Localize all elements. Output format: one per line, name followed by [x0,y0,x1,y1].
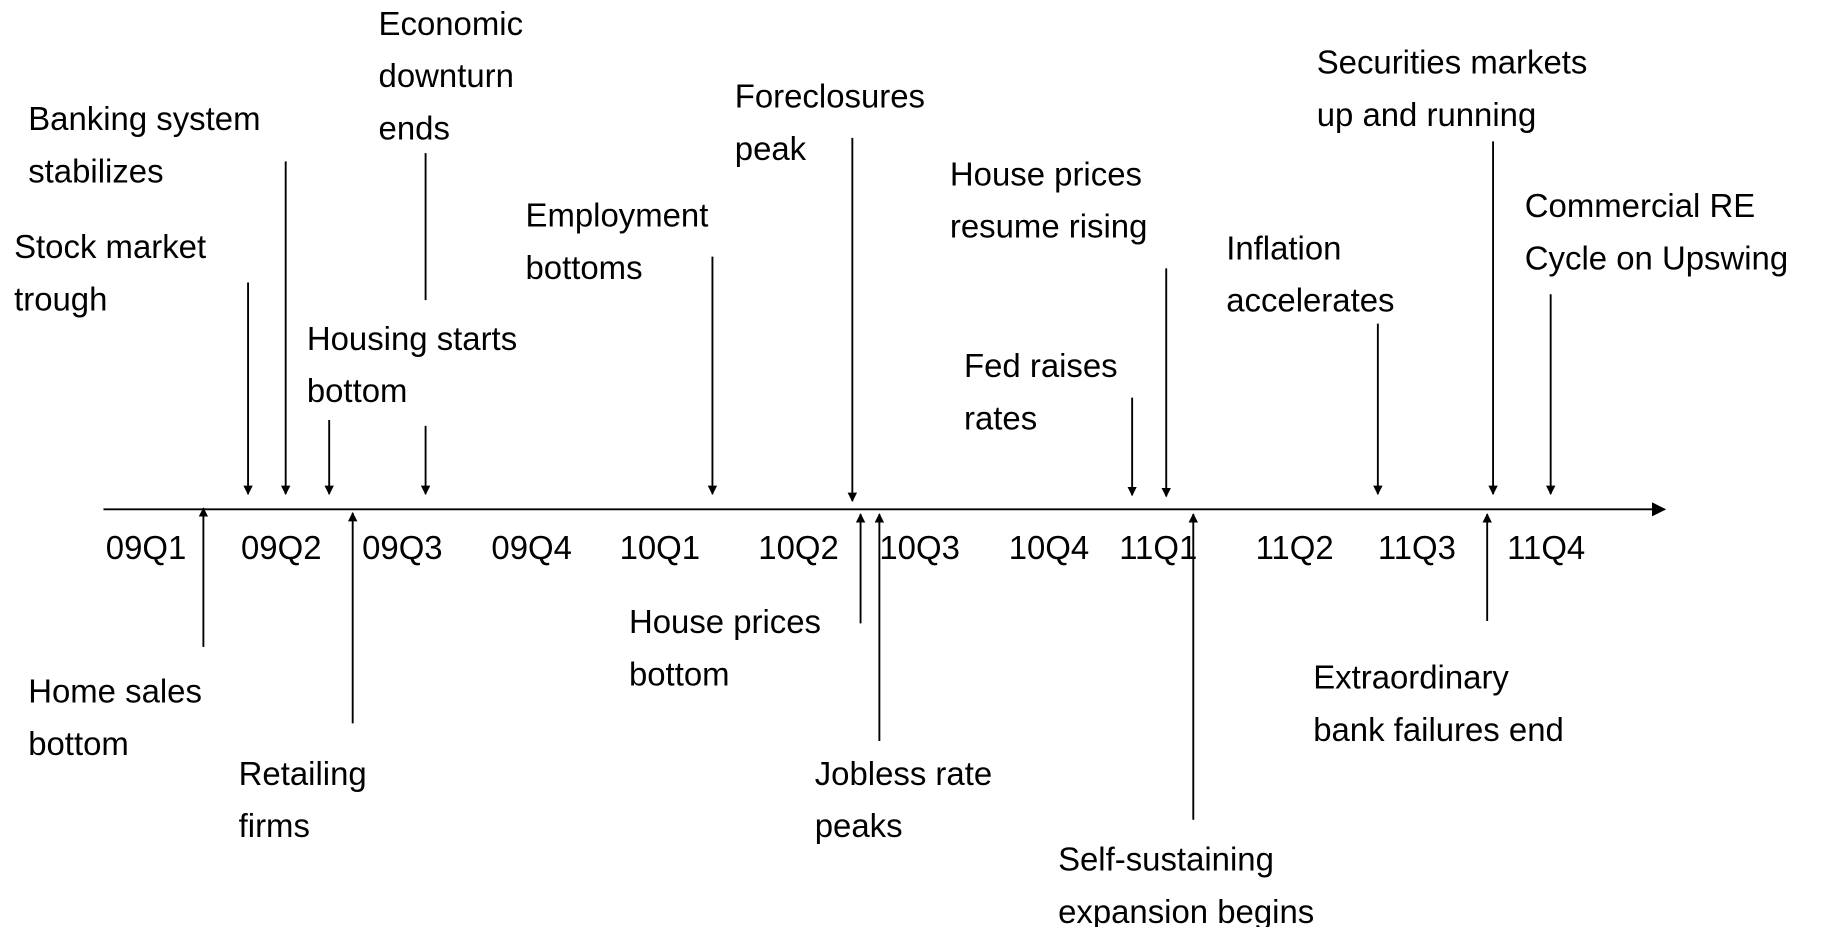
quarter-label: 11Q3 [1378,529,1456,566]
quarter-label: 11Q1 [1119,529,1197,566]
event-label: peaks [815,807,903,844]
event-label: bottoms [526,249,643,286]
event-label: House prices [629,603,821,640]
quarter-label: 09Q4 [491,529,571,566]
event-label: rates [964,399,1037,436]
event-label: firms [239,807,310,844]
event-label: trough [14,281,107,318]
event-label: Retailing [239,755,367,792]
event-label: Home sales [28,673,202,710]
event-label: Economic [379,5,523,42]
quarter-label: 10Q4 [1009,529,1089,566]
event-label: resume rising [950,208,1148,245]
event-label: Jobless rate [815,755,992,792]
event-label: downturn [379,57,514,94]
event-label: Extraordinary [1313,659,1509,696]
quarter-label: 10Q2 [758,529,839,566]
quarter-label: 10Q1 [620,529,701,566]
event-label: Inflation [1226,229,1341,266]
quarter-label: 09Q3 [362,529,442,566]
event-label: Self-sustaining [1058,841,1274,878]
event-label: Foreclosures [735,78,925,115]
quarter-label: 10Q3 [879,529,959,566]
event-label: Fed raises [964,347,1118,384]
event-label: expansion begins [1058,893,1314,927]
event-label: Employment [526,196,709,233]
event-label: Cycle on Upswing [1525,239,1788,276]
event-label: Stock market [14,228,206,265]
event-label: Securities markets [1317,44,1588,81]
event-label: bottom [629,656,730,693]
event-label: bottom [28,725,129,762]
quarter-label: 09Q2 [241,529,321,566]
event-label: up and running [1317,96,1537,133]
event-label: Housing starts [307,320,517,357]
quarter-label: 11Q4 [1507,529,1585,566]
quarter-label: 09Q1 [106,529,187,566]
event-label: ends [379,109,450,146]
event-label: House prices [950,155,1142,192]
event-label: stabilizes [28,152,163,189]
quarter-label: 11Q2 [1256,529,1334,566]
event-label: bottom [307,372,408,409]
event-label: Banking system [28,100,260,137]
event-label: bank failures end [1313,711,1564,748]
event-label: accelerates [1226,282,1394,319]
event-label: peak [735,130,807,167]
event-label: Commercial RE [1525,187,1755,224]
